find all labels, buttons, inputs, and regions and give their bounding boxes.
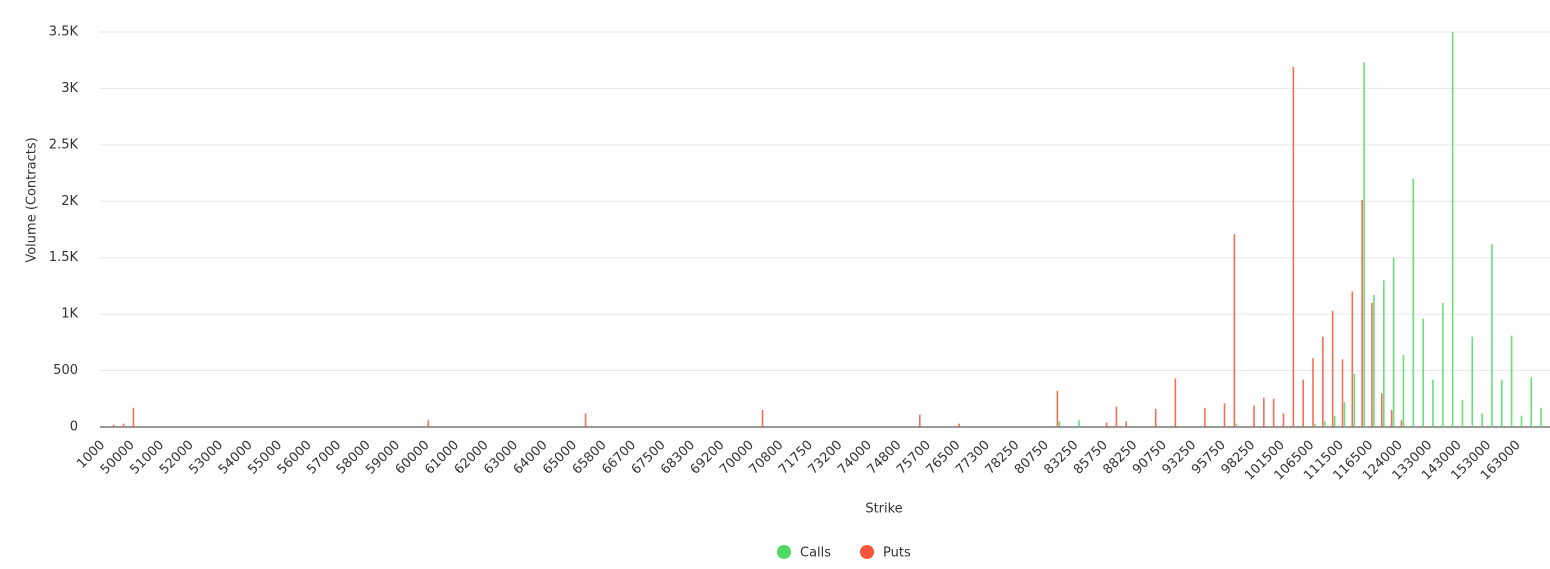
bar [1282,413,1285,427]
bar [1353,373,1356,427]
bar [1510,335,1513,427]
bar [918,414,921,427]
bar [1233,234,1236,427]
bar [122,423,125,427]
y-tick-label: 3.5K [49,25,79,40]
bar [1341,359,1344,427]
bar [427,420,430,427]
bar [1105,422,1108,427]
y-tick-label: 3K [61,81,78,96]
y-axis-title: Volume (Contracts) [25,137,40,262]
y-tick-label: 1.5K [49,250,79,265]
bar [1272,398,1275,427]
bar [1461,399,1464,427]
legend-label[interactable]: Puts [883,546,911,561]
legend-marker[interactable] [777,545,791,559]
y-tick-label: 2.5K [49,137,79,152]
bar [1314,423,1316,427]
bar [1540,407,1542,427]
bar [1520,415,1523,427]
bar [1223,403,1226,427]
bar [1263,397,1265,427]
bar [1361,200,1363,427]
bar [1491,244,1493,427]
bar [1400,420,1403,427]
x-axis-title: Strike [865,502,902,517]
bar [1500,379,1503,427]
bar [1383,280,1385,427]
bar [1371,302,1373,427]
y-tick-label: 1K [61,307,78,322]
bar [112,424,115,427]
bar [1390,410,1393,427]
bar [1235,423,1238,427]
bar [1373,294,1375,427]
bar [1422,318,1424,427]
bar [1204,407,1206,427]
bar [1154,408,1157,427]
bar [1125,421,1128,427]
bar [1331,310,1334,427]
bar [1412,178,1415,427]
legend-label[interactable]: Calls [800,546,831,561]
bar [1333,415,1336,427]
bar [1056,390,1059,427]
bar [1115,406,1118,427]
bar [1402,354,1405,427]
bar [1058,421,1061,427]
bar [1441,302,1444,427]
y-tick-label: 0 [70,420,78,435]
bar [584,413,587,427]
bar [1078,420,1080,427]
bar [1343,402,1346,427]
bar [1351,291,1354,427]
bar [1451,32,1454,427]
bar [1312,358,1314,427]
bar [958,423,960,427]
bar [1292,66,1295,427]
bar [1530,377,1533,427]
bar [1471,336,1474,427]
y-tick-label: 2K [61,194,78,209]
legend-marker[interactable] [860,545,874,559]
bar [1363,62,1365,427]
bar [1381,393,1383,427]
bar [132,407,135,427]
bar [1322,336,1324,427]
bar [1392,257,1395,427]
y-tick-label: 500 [53,363,78,378]
bar [761,410,764,427]
bar [1253,405,1255,427]
bar [1432,379,1434,427]
bar [1324,421,1326,427]
bar [1302,379,1304,427]
bar [1174,378,1177,427]
bar [1481,413,1483,427]
